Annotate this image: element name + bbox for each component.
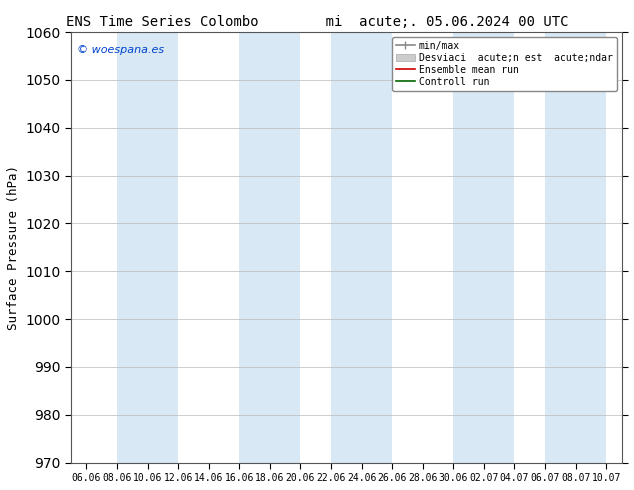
Bar (545, 32, 606, 463)
Bar (117, 32, 178, 463)
Bar (331, 32, 392, 463)
Text: © woespana.es: © woespana.es (77, 45, 164, 55)
Text: ENS Time Series Colombo        mi  acute;. 05.06.2024 00 UTC: ENS Time Series Colombo mi acute;. 05.06… (66, 15, 568, 29)
Y-axis label: Surface Pressure (hPa): Surface Pressure (hPa) (7, 165, 20, 330)
Legend: min/max, Desviaci  acute;n est  acute;ndar, Ensemble mean run, Controll run: min/max, Desviaci acute;n est acute;ndar… (392, 37, 617, 91)
Bar (453, 32, 514, 463)
Bar (239, 32, 301, 463)
